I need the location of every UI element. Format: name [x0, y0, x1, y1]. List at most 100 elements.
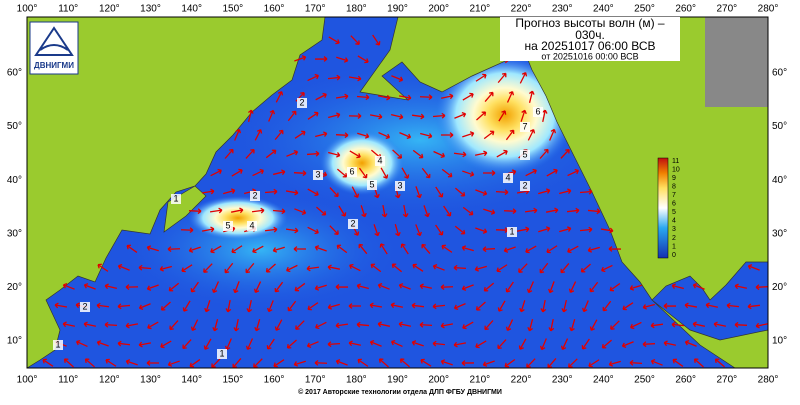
direction-arrow	[441, 244, 453, 253]
direction-arrow	[84, 358, 95, 368]
direction-arrow	[182, 300, 191, 312]
direction-arrow	[432, 112, 446, 119]
direction-arrow	[495, 189, 509, 196]
lon-label: 100°	[17, 4, 38, 15]
direction-arrow	[411, 113, 425, 120]
direction-arrow	[349, 263, 361, 272]
direction-arrow	[398, 94, 412, 101]
direction-arrow	[203, 263, 213, 273]
direction-arrow	[415, 224, 422, 237]
direction-arrow	[104, 283, 117, 290]
japan	[163, 185, 207, 233]
direction-arrow	[672, 358, 684, 367]
direction-arrow	[273, 169, 286, 176]
direction-arrow	[390, 302, 404, 309]
direction-arrow	[601, 339, 612, 349]
direction-arrow	[435, 224, 444, 236]
contour-label-bg	[347, 167, 357, 177]
direction-arrow	[210, 168, 222, 177]
direction-arrow	[246, 300, 253, 313]
direction-arrow	[201, 226, 215, 233]
direction-arrow	[167, 360, 180, 367]
direction-arrow	[230, 207, 244, 214]
contour-label: 4	[249, 220, 254, 230]
direction-arrow	[476, 111, 487, 121]
direction-arrow	[440, 322, 454, 329]
direction-arrow	[461, 360, 475, 366]
direction-arrow	[335, 322, 349, 329]
direction-arrow	[475, 73, 487, 82]
direction-arrow	[285, 227, 299, 234]
direction-arrow	[504, 358, 516, 368]
lon-label: 220°	[511, 4, 532, 15]
direction-arrow	[314, 284, 327, 291]
direction-arrow	[335, 93, 349, 100]
lat-label: 60°	[772, 68, 787, 79]
colorbar-label: 10	[672, 166, 680, 173]
direction-arrow	[474, 265, 487, 272]
direction-arrow	[398, 321, 412, 328]
direction-arrow	[294, 130, 306, 139]
direction-arrow	[378, 358, 389, 368]
direction-arrow	[539, 262, 549, 274]
direction-arrow	[684, 340, 697, 347]
contour-label-bg	[223, 221, 233, 231]
direction-arrow	[419, 94, 433, 101]
direction-arrow	[189, 359, 201, 368]
direction-arrow	[327, 264, 341, 271]
contour-label: 2	[82, 301, 87, 311]
contour-label: 4	[377, 155, 382, 165]
direction-arrow	[264, 226, 278, 233]
direction-arrow	[160, 340, 172, 349]
lon-label: 170°	[305, 4, 326, 15]
direction-arrow	[755, 322, 768, 329]
direction-arrow	[462, 206, 474, 216]
direction-arrow	[293, 170, 307, 177]
direction-arrow	[104, 321, 118, 328]
direction-arrow	[182, 339, 192, 350]
direction-arrow	[505, 129, 515, 141]
lon-label: 240°	[593, 4, 614, 15]
direction-arrow	[560, 262, 570, 274]
contour-label-bg	[313, 170, 323, 180]
lon-label: 270°	[716, 4, 737, 15]
lon-label: 200°	[428, 375, 449, 386]
direction-arrow	[252, 245, 264, 254]
direction-arrow	[380, 167, 389, 179]
direction-arrow	[316, 206, 327, 216]
contour-label-bg	[217, 349, 227, 359]
direction-arrow	[755, 284, 768, 291]
direction-arrow	[432, 264, 445, 271]
direction-arrow	[440, 132, 454, 138]
direction-arrow	[138, 303, 151, 310]
direction-arrow	[548, 318, 555, 332]
colorbar-label: 6	[672, 201, 676, 208]
direction-arrow	[336, 244, 348, 254]
direction-arrow	[63, 358, 74, 368]
direction-arrow	[190, 319, 199, 331]
lon-label: 120°	[99, 4, 120, 15]
direction-arrow	[663, 303, 677, 309]
direction-arrow	[461, 284, 474, 291]
lon-label: 260°	[675, 4, 696, 15]
direction-arrow	[232, 358, 242, 368]
direction-arrow	[519, 72, 528, 84]
direction-arrow	[453, 341, 467, 348]
direction-arrow	[568, 281, 577, 294]
direction-arrow	[265, 263, 276, 273]
lon-label: 220°	[511, 375, 532, 386]
direction-arrow	[360, 205, 367, 218]
direction-arrow	[527, 319, 534, 332]
direction-arrow	[443, 205, 452, 217]
direction-arrow	[496, 149, 508, 158]
direction-arrow	[506, 90, 515, 103]
lon-label: 270°	[716, 375, 737, 386]
direction-arrow	[351, 186, 360, 198]
direction-arrow	[233, 318, 240, 332]
direction-arrow	[125, 284, 139, 290]
direction-arrow	[525, 245, 537, 254]
direction-arrow	[381, 204, 388, 218]
contour-label-bg	[533, 107, 543, 117]
direction-arrow	[692, 283, 705, 290]
